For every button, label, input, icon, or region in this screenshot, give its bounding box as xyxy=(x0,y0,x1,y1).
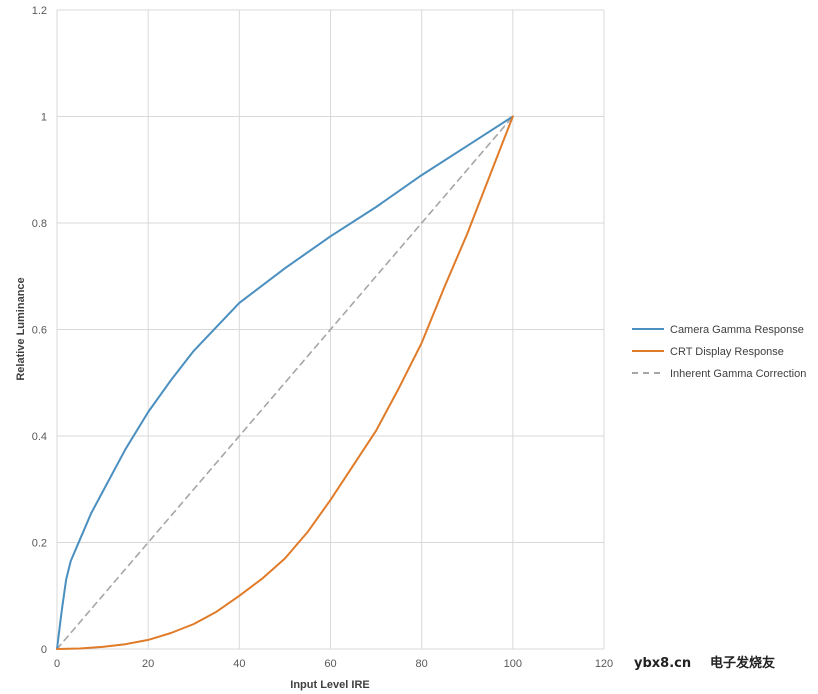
series-line-0 xyxy=(56,115,514,650)
y-tick-label: 0.8 xyxy=(32,218,47,230)
y-tick-label: 0.2 xyxy=(32,538,47,550)
x-axis-title: Input Level IRE xyxy=(290,679,369,691)
y-tick-label: 1.2 xyxy=(32,5,47,17)
grid-lines xyxy=(56,9,605,650)
watermark: ybx8.cn 电子发烧友 xyxy=(634,655,775,671)
x-tick-label: 60 xyxy=(324,658,336,670)
watermark-brand: 电子发烧友 xyxy=(710,655,775,671)
y-tick-label: 1 xyxy=(41,112,47,124)
y-tick-label: 0.4 xyxy=(32,431,47,443)
y-tick-label: 0 xyxy=(41,644,47,656)
x-tick-label: 0 xyxy=(54,658,60,670)
legend-label: Inherent Gamma Correction xyxy=(670,368,806,380)
x-tick-label: 80 xyxy=(416,658,428,670)
x-axis-ticks: 0 20 40 60 80 100 120 xyxy=(54,658,613,670)
y-tick-label: 0.6 xyxy=(32,325,47,337)
y-axis-title: Relative Luminance xyxy=(15,277,27,380)
legend-label: Camera Gamma Response xyxy=(670,324,804,336)
series-line-2 xyxy=(56,115,514,650)
x-tick-label: 20 xyxy=(142,658,154,670)
x-tick-label: 100 xyxy=(504,658,522,670)
x-tick-label: 40 xyxy=(233,658,245,670)
series-lines xyxy=(56,115,514,650)
legend-label: CRT Display Response xyxy=(670,346,784,358)
series-line-1 xyxy=(56,115,514,650)
y-axis-ticks: 0 0.2 0.4 0.6 0.8 1 1.2 xyxy=(32,5,47,656)
legend: Camera Gamma Response CRT Display Respons… xyxy=(632,324,806,380)
watermark-text: ybx8.cn xyxy=(634,656,691,671)
x-tick-label: 120 xyxy=(595,658,613,670)
